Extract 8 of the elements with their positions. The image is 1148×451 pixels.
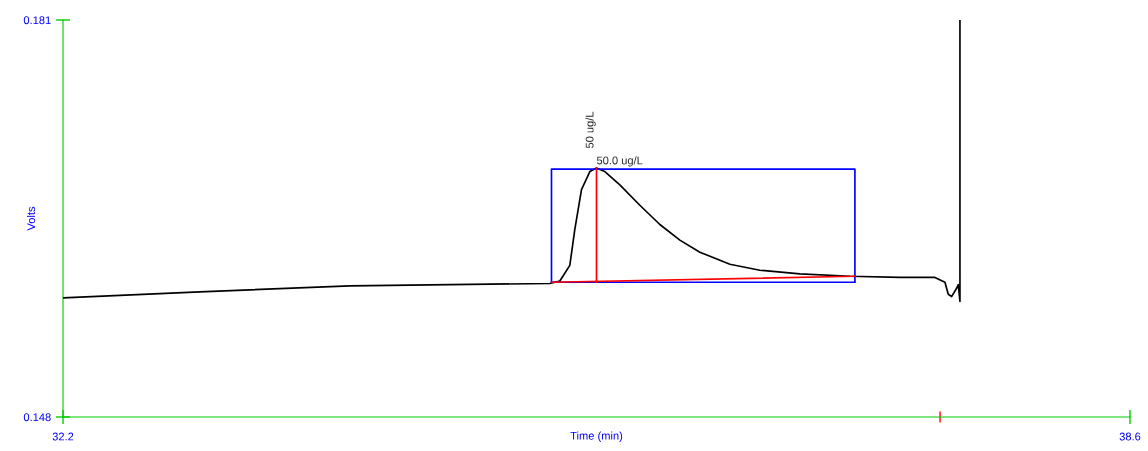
annotation: 50.0 ug/L (596, 156, 643, 167)
y-axis-title: Volts (26, 206, 36, 231)
y-tick-label: 0.181 (23, 16, 51, 25)
y-tick-label: 0.148 (23, 413, 51, 422)
x-axis-title: Time (min) (570, 431, 623, 442)
annotation: 50 ug/L (585, 111, 596, 149)
x-tick-label: 32.2 (52, 432, 74, 441)
x-tick-label: 38.6 (1119, 432, 1141, 441)
